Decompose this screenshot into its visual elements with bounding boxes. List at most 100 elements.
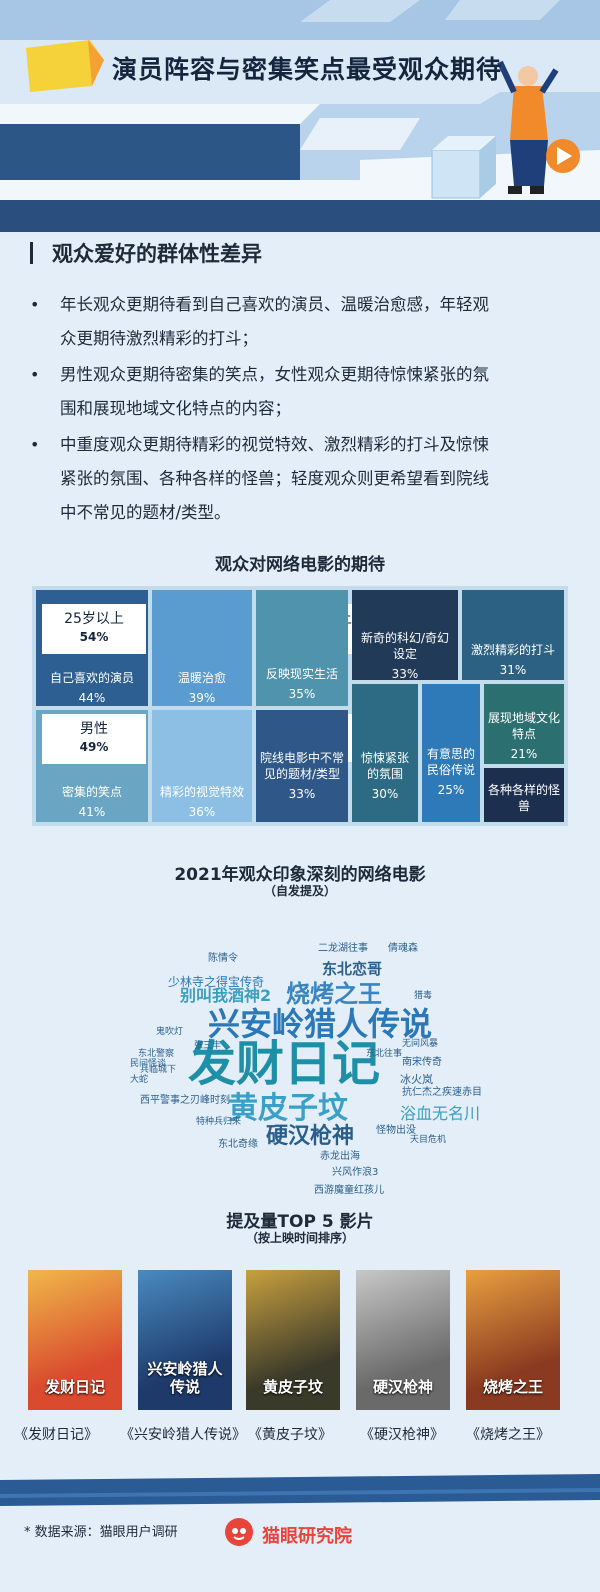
treemap-cell-label: 惊悚紧张的氛围 [360, 751, 409, 781]
wordcloud-word: 冰火岚 [400, 1073, 433, 1086]
poster-title: 发财日记 [44, 1378, 105, 1396]
wordcloud-word: 别叫我酒神2 [180, 986, 272, 1005]
film-label: 《发财日记》 [14, 1427, 98, 1443]
treemap-cell: 激烈精彩的打斗 31% [462, 590, 564, 680]
wordcloud-word: 东北往事 [366, 1049, 403, 1059]
bullet-line: 紧张的氛围、各种各样的怪兽；轻度观众则更希望看到院线 [60, 469, 489, 488]
treemap-cell-label: 有意思的民俗传说 [426, 747, 475, 777]
wordcloud-word: 特种兵归来 [196, 1117, 242, 1127]
wordcloud-word: 浴血无名川 [400, 1104, 481, 1123]
bullet-line: 中不常见的题材/类型。 [60, 503, 231, 522]
wordcloud-title: 2021年观众印象深刻的网络电影 [174, 865, 426, 885]
wordcloud-word: 民间怪谈 [130, 1059, 167, 1069]
highlight-value: 49% [79, 740, 109, 754]
bullet-line: 中重度观众更期待精彩的视觉特效、激烈精彩的打斗及惊悚 [60, 435, 489, 454]
treemap-chart: 自己喜欢的演员44%25岁以上54%温暖治愈39%25岁以上53%反映现实生活3… [32, 586, 568, 826]
wordcloud-word: 东北警察 [138, 1049, 175, 1059]
treemap-cell-value: 36% [188, 805, 216, 819]
treemap-cell-label: 温暖治愈 [177, 671, 226, 685]
treemap-cell-value: 39% [188, 691, 216, 705]
treemap-cell: 展现地域文化特点 21% [484, 684, 564, 764]
film-label: 《兴安岭猎人传说》 [120, 1427, 246, 1443]
treemap-cell-label: 密集的笑点 [61, 785, 122, 799]
treemap-cell-value: 21% [510, 747, 538, 761]
wordcloud-subtitle: （自发提及） [263, 884, 336, 898]
wordcloud-word: 硬汉枪神 [266, 1124, 355, 1149]
footer-band [0, 1474, 600, 1506]
maoyan-logo-icon [224, 1517, 254, 1547]
treemap-cell: 新奇的科幻/奇幻设定 33% [352, 590, 458, 681]
treemap-cell-label: 各种各样的怪兽 [488, 783, 561, 813]
treemap-cell-value: 25% [437, 783, 465, 797]
brand-name: 猫眼研究院 [262, 1526, 352, 1547]
wordcloud-word: 陈情令 [208, 953, 238, 964]
poster-title: 硬汉枪神 [372, 1378, 433, 1396]
bullet-item: • 中重度观众更期待精彩的视觉特效、激烈精彩的打斗及惊悚 紧张的氛围、各种各样的… [30, 428, 570, 530]
bullet-line: 年长观众更期待看到自己喜欢的演员、温暖治愈感，年轻观 [60, 295, 489, 314]
treemap-cell-value: 30% [371, 787, 399, 801]
film-poster[interactable]: 发财日记 [28, 1270, 122, 1410]
bullet-dot: • [30, 435, 40, 454]
treemap-cell: 惊悚紧张的氛围 30% [352, 684, 418, 822]
treemap-highlight-box: 25岁以上 54% [42, 604, 146, 654]
wordcloud-word: 二龙湖往事 [318, 943, 368, 954]
bullet-dot: • [30, 365, 40, 384]
wordcloud-word: 无间风暴 [402, 1039, 439, 1049]
bullet-line: 围和展现地域文化特点的内容； [60, 399, 291, 418]
treemap-highlight-box: 男性 49% [42, 714, 146, 764]
bullet-item: • 男性观众更期待密集的笑点，女性观众更期待惊悚紧张的氛 围和展现地域文化特点的… [30, 358, 570, 426]
wordcloud-word: 抗仁杰之疾速赤目 [402, 1087, 482, 1098]
treemap-cell: 自己喜欢的演员 44% 25岁以上 54% [36, 590, 148, 706]
film-poster[interactable]: 烧烤之王 [466, 1270, 560, 1410]
treemap-cell: 反映现实生活 35% [256, 590, 348, 706]
film-poster[interactable]: 黄皮子坟 [246, 1270, 340, 1410]
wordcloud-word: 东北奇缘 [218, 1139, 258, 1150]
poster-title: 黄皮子坟 [262, 1378, 323, 1396]
poster-title: 烧烤之王 [482, 1378, 543, 1396]
chart-title: 观众对网络电影的期待 [215, 555, 385, 575]
wordcloud-word: 怪物出没 [376, 1125, 416, 1136]
treemap-cell: 密集的笑点 41% 男性 49% [36, 710, 148, 822]
bullet-dot: • [30, 295, 40, 314]
wordcloud-word: 兴安岭猎人传说 [208, 1005, 433, 1043]
wordcloud-word: 东北恋哥 [322, 960, 383, 978]
treemap-cell-value: 35% [288, 687, 316, 701]
treemap-cell: 院线电影中不常见的题材/类型 33% [256, 710, 348, 822]
word-cloud: 发财日记 兴安岭猎人传说 黄皮子坟 烧烤之王 硬汉枪神 别叫我酒神2 东北恋哥 浴血无名川 少林… [100, 940, 500, 1196]
page-title: 演员阵容与密集笑点最受观众期待 [112, 55, 503, 84]
highlight-value: 54% [79, 630, 109, 644]
treemap-cell-label: 反映现实生活 [265, 667, 338, 681]
wordcloud-word: 发财日记 [188, 1036, 381, 1092]
treemap-cell-value: 41% [78, 805, 106, 819]
wordcloud-word: 猎毒 [414, 991, 433, 1001]
wordcloud-word: 黄皮子坟 [228, 1091, 348, 1126]
treemap-cell-label: 院线电影中不常见的题材/类型 [260, 751, 345, 781]
treemap-cell-label: 展现地域文化特点 [488, 711, 561, 741]
header-banner [0, 0, 600, 232]
wordcloud-word: 南宋传奇 [402, 1057, 442, 1068]
treemap-cell-label: 新奇的科幻/奇幻设定 [360, 631, 450, 661]
treemap-cell-label: 自己喜欢的演员 [49, 671, 134, 685]
wordcloud-word: 鬼吹灯 [156, 1027, 184, 1037]
bullet-list: • 年长观众更期待看到自己喜欢的演员、温暖治愈感，年轻观 众更期待激烈精彩的打斗… [30, 288, 570, 532]
treemap-cell-label: 激烈精彩的打斗 [470, 643, 555, 657]
wordcloud-word: 西游魔童红孩儿 [314, 1185, 384, 1196]
film-poster[interactable]: 硬汉枪神 [356, 1270, 450, 1410]
poster-title: 兴安岭猎人传说 [147, 1360, 223, 1396]
treemap-cell-value: 44% [78, 691, 106, 705]
bullet-item: • 年长观众更期待看到自己喜欢的演员、温暖治愈感，年轻观 众更期待激烈精彩的打斗… [30, 288, 570, 356]
wordcloud-word: 少林寺之得宝传奇 [168, 975, 265, 989]
data-source: * 数据来源：猫眼用户调研 [24, 1525, 178, 1540]
film-label: 《黄皮子坟》 [248, 1427, 332, 1443]
treemap-cell: 各种各样的怪兽 [484, 768, 564, 822]
top5-title: 提及量TOP 5 影片 [226, 1212, 374, 1232]
treemap-cell-value: 33% [391, 667, 419, 681]
top5-subtitle: （按上映时间排序） [245, 1231, 354, 1245]
film-label: 《硬汉枪神》 [360, 1427, 444, 1443]
bullet-line: 众更期待激烈精彩的打斗； [60, 329, 258, 348]
film-poster[interactable]: 兴安岭猎人传说 [138, 1270, 232, 1410]
wordcloud-word: 天目危机 [410, 1135, 447, 1145]
header-illustration [0, 0, 600, 232]
